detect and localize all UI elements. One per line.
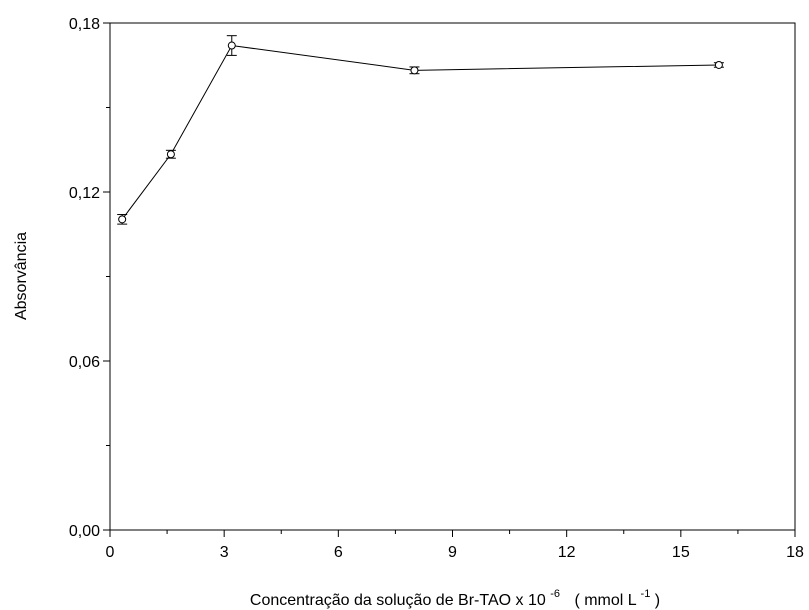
x-tick-label: 12 xyxy=(558,544,576,561)
y-axis-label: Absorvância xyxy=(13,232,30,320)
series-line xyxy=(121,44,719,220)
x-axis-label-unit-exponent: -1 xyxy=(641,588,651,600)
y-tick-label: 0,06 xyxy=(69,354,100,371)
y-tick-label: 0,18 xyxy=(69,16,100,33)
x-axis-label-unit: ( mmol L xyxy=(574,592,636,609)
x-axis-label: Concentração da solução de Br-TAO x 10 -… xyxy=(250,584,660,609)
x-axis-label-close: ) xyxy=(655,592,660,609)
x-axis-ticks: 0 3 6 9 12 15 18 xyxy=(106,530,804,561)
x-tick-label: 15 xyxy=(672,544,690,561)
data-point xyxy=(166,150,175,159)
y-tick-label: 0,00 xyxy=(69,523,100,540)
data-point xyxy=(227,41,236,50)
x-tick-label: 6 xyxy=(334,544,343,561)
data-point xyxy=(410,66,419,75)
data-point xyxy=(714,60,723,69)
x-tick-label: 9 xyxy=(448,544,457,561)
data-point xyxy=(118,215,127,224)
x-tick-label: 3 xyxy=(220,544,229,561)
x-tick-label: 0 xyxy=(106,544,115,561)
x-axis-label-main: Concentração da solução de Br-TAO x 10 xyxy=(250,592,546,609)
x-axis-label-exponent: -6 xyxy=(550,588,560,600)
data-series xyxy=(117,35,724,225)
plot-frame xyxy=(109,22,796,531)
y-tick-label: 0,12 xyxy=(69,185,100,202)
x-tick-label: 18 xyxy=(786,544,804,561)
y-axis-ticks: 0,00 0,06 0,12 0,18 xyxy=(69,16,110,540)
